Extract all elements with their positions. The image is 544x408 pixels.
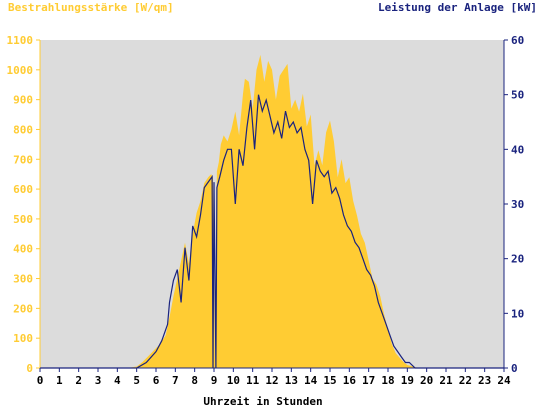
x-tick-label: 22 xyxy=(459,374,472,387)
right-axis-title: Leistung der Anlage [kW] xyxy=(378,1,537,14)
power-line-layer xyxy=(40,94,504,369)
x-tick-label: 18 xyxy=(381,374,394,387)
x-tick-label: 3 xyxy=(95,374,102,387)
left-tick-label: 900 xyxy=(13,94,33,107)
x-tick-label: 15 xyxy=(323,374,336,387)
right-tick-label: 0 xyxy=(511,362,518,375)
left-y-ticks: 0 100 200 300 400 500 600 700 800 900 1000 1100 xyxy=(7,34,40,375)
left-tick-label: 400 xyxy=(13,243,33,256)
x-tick-label: 10 xyxy=(227,374,240,387)
x-tick-label: 14 xyxy=(304,374,318,387)
right-y-ticks: 0 10 20 30 40 50 60 xyxy=(504,34,524,375)
right-tick-label: 20 xyxy=(511,253,524,266)
x-tick-label: 2 xyxy=(75,374,82,387)
right-tick-label: 40 xyxy=(511,143,524,156)
x-ticks: 0 1 2 3 4 5 6 7 8 9 10 11 12 13 14 15 16 17 18 19 20 21 22 23 24 xyxy=(37,368,511,387)
left-tick-label: 200 xyxy=(13,302,33,315)
x-tick-label: 11 xyxy=(246,374,260,387)
left-tick-label: 1000 xyxy=(7,64,34,77)
right-tick-label: 50 xyxy=(511,89,524,102)
x-tick-label: 16 xyxy=(343,374,357,387)
left-tick-label: 0 xyxy=(26,362,33,375)
x-tick-label: 23 xyxy=(478,374,491,387)
right-tick-label: 60 xyxy=(511,34,524,47)
x-tick-label: 19 xyxy=(401,374,414,387)
right-tick-label: 10 xyxy=(511,307,524,320)
x-tick-label: 13 xyxy=(285,374,298,387)
x-tick-label: 5 xyxy=(133,374,140,387)
x-axis-label: Uhrzeit in Stunden xyxy=(203,395,322,408)
left-axis-title: Bestrahlungsstärke [W/qm] xyxy=(8,1,174,14)
x-tick-label: 1 xyxy=(56,374,63,387)
x-tick-label: 4 xyxy=(114,374,121,387)
left-tick-label: 100 xyxy=(13,332,33,345)
right-tick-label: 30 xyxy=(511,198,524,211)
x-tick-label: 7 xyxy=(172,374,179,387)
left-tick-label: 700 xyxy=(13,153,33,166)
left-tick-label: 600 xyxy=(13,183,33,196)
x-tick-label: 0 xyxy=(37,374,44,387)
x-tick-label: 12 xyxy=(265,374,278,387)
left-tick-label: 500 xyxy=(13,213,33,226)
x-tick-label: 9 xyxy=(211,374,218,387)
x-tick-label: 21 xyxy=(439,374,453,387)
power-line xyxy=(40,94,504,369)
left-tick-label: 300 xyxy=(13,273,33,286)
irradiance-area xyxy=(40,54,504,369)
x-tick-label: 20 xyxy=(420,374,433,387)
left-tick-label: 1100 xyxy=(7,34,34,47)
left-tick-label: 800 xyxy=(13,123,33,136)
x-tick-label: 17 xyxy=(362,374,375,387)
x-tick-label: 24 xyxy=(497,374,511,387)
x-tick-label: 6 xyxy=(153,374,160,387)
x-tick-label: 8 xyxy=(191,374,198,387)
irradiance-area-layer xyxy=(40,54,504,369)
